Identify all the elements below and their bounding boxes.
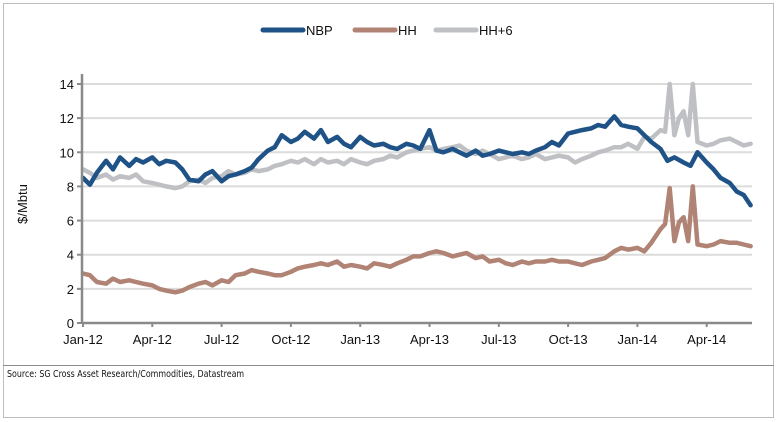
gridlines [82, 83, 752, 290]
source-note: Source: SG Cross Asset Research/Commodit… [7, 369, 245, 380]
y-tick-label: 4 [67, 248, 74, 263]
x-tick-label: Apr-12 [133, 332, 172, 347]
x-tick-label: Apr-14 [687, 332, 726, 347]
y-tick-label: 8 [67, 179, 74, 194]
axes: 0 2 4 6 8 10 12 14 Jan-12 Apr-12 Jul-12 Oct-12 Jan-1… [60, 74, 752, 347]
y-tick-label: 12 [60, 111, 74, 126]
source-divider [3, 365, 774, 366]
x-tick-label: Jul-13 [481, 332, 516, 347]
y-tick-label: 14 [60, 77, 74, 92]
y-tick-label: 6 [67, 214, 74, 229]
legend-item: HH [352, 23, 417, 38]
series-layer [80, 81, 753, 295]
chart-frame [3, 3, 774, 418]
legend-label: HH+6 [479, 23, 513, 38]
x-tick-label: Apr-13 [410, 332, 449, 347]
y-axis-title: $/Mbtu [15, 184, 30, 224]
x-tick-label: Jan-12 [63, 332, 103, 347]
x-tick-label: Oct-12 [271, 332, 310, 347]
legend-item: NBP [260, 23, 333, 38]
x-tick-label: Oct-13 [549, 332, 588, 347]
legend-item: HH+6 [433, 23, 513, 38]
x-tick-label: Jan-14 [618, 332, 658, 347]
legend-label: HH [398, 23, 417, 38]
y-tick-label: 2 [67, 282, 74, 297]
x-tick-label: Jan-13 [340, 332, 380, 347]
series-line-nbp [80, 114, 753, 208]
x-tick-label: Jul-12 [204, 332, 239, 347]
legend-label: NBP [306, 23, 333, 38]
series-line-hh [80, 184, 753, 295]
y-tick-label: 0 [67, 316, 74, 331]
y-tick-label: 10 [60, 145, 74, 160]
legend: NBP HH HH+6 [260, 23, 513, 38]
